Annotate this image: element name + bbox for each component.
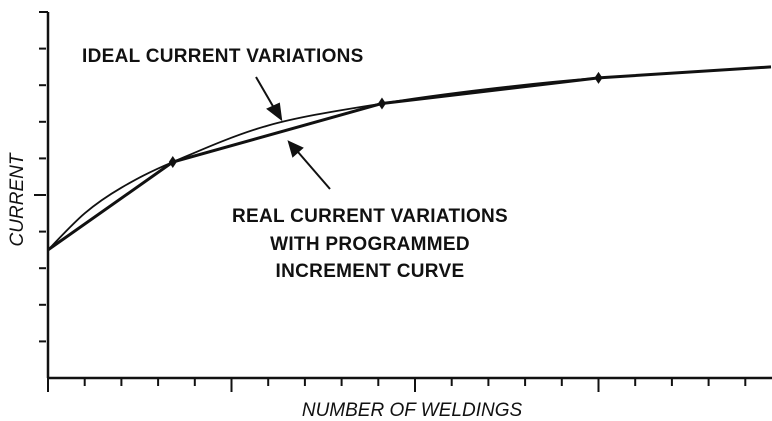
- annotation: INCREMENT CURVE: [276, 261, 465, 282]
- point-marker: [594, 71, 603, 84]
- annotation: IDEAL CURRENT VARIATIONS: [82, 46, 364, 67]
- arrows: [255, 76, 331, 190]
- point-marker: [377, 97, 386, 110]
- annotation: WITH PROGRAMMED: [270, 234, 470, 255]
- arrow-head: [266, 102, 283, 122]
- annotation: REAL CURRENT VARIATIONS: [232, 206, 508, 227]
- arrow-line: [255, 76, 275, 109]
- arrow-head: [287, 140, 304, 158]
- y-axis-label: CURRENT: [7, 152, 28, 246]
- arrow-line: [297, 151, 331, 190]
- x-axis-label: NUMBER OF WELDINGS: [302, 400, 523, 421]
- point-marker: [168, 156, 177, 169]
